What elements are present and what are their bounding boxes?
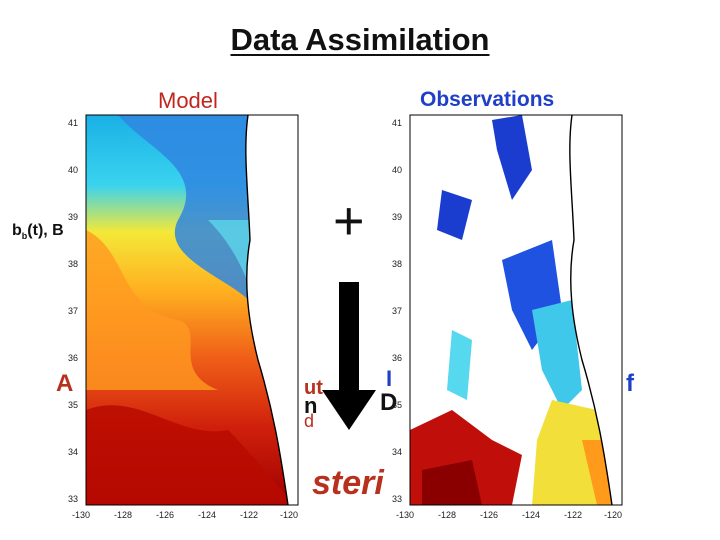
model-x-tick: -130 — [72, 510, 90, 520]
obs-y-tick: 35 — [392, 400, 402, 410]
model-x-tick: -122 — [240, 510, 258, 520]
model-y-tick: 37 — [68, 306, 78, 316]
model-y-tick: 39 — [68, 212, 78, 222]
obs-cyan-band — [532, 300, 582, 410]
obs-coastline — [569, 115, 613, 505]
posterior-fragment: steri — [312, 464, 384, 502]
obs-x-tick: -126 — [480, 510, 498, 520]
obs-x-tick: -120 — [604, 510, 622, 520]
observations-map: 41 40 39 38 37 36 35 34 33 -130 -128 -12… — [392, 114, 623, 520]
model-warm-tongue — [86, 230, 218, 390]
model-map: 41 40 39 38 37 36 35 34 33 -130 -128 -12… — [68, 114, 299, 520]
obs-y-tick: 34 — [392, 447, 402, 457]
model-y-tick: 34 — [68, 447, 78, 457]
obs-blue-patch — [492, 115, 532, 200]
model-coastline — [245, 115, 289, 505]
fragment-ut: ut — [304, 377, 323, 399]
obs-y-axis: 41 40 39 38 37 36 35 34 33 — [392, 118, 402, 504]
obs-y-tick: 38 — [392, 259, 402, 269]
obs-cyan-band — [447, 330, 472, 400]
obs-x-tick: -124 — [522, 510, 540, 520]
model-x-tick: -124 — [198, 510, 216, 520]
fragment-n: n — [304, 393, 318, 418]
model-land-mask — [245, 115, 298, 505]
model-y-tick: 41 — [68, 118, 78, 128]
slide-title: Data Assimilation — [230, 22, 490, 57]
obs-y-tick: 33 — [392, 494, 402, 504]
observations-label: Observations — [420, 88, 555, 111]
model-x-tick: -126 — [156, 510, 174, 520]
obs-y-tick: 37 — [392, 306, 402, 316]
obs-land-mask — [569, 115, 622, 505]
obs-x-tick: -130 — [396, 510, 414, 520]
obs-x-tick: -128 — [438, 510, 456, 520]
model-y-tick: 33 — [68, 494, 78, 504]
model-y-axis: 41 40 39 38 37 36 35 34 33 — [68, 118, 78, 504]
down-arrow — [322, 282, 376, 430]
obs-y-tick: 36 — [392, 353, 402, 363]
fragment-blue: I — [386, 366, 393, 391]
model-y-tick: 36 — [68, 353, 78, 363]
obs-blue-patch — [437, 190, 472, 240]
model-x-tick: -120 — [280, 510, 298, 520]
arrow-head — [322, 390, 376, 430]
fragment-d: D — [380, 389, 398, 416]
model-y-tick: 35 — [68, 400, 78, 410]
plus-sign: + — [333, 191, 365, 251]
obs-dark-red-patch — [422, 460, 482, 505]
fragment-a: A — [56, 370, 74, 397]
fragment-f: f — [626, 370, 634, 397]
background-state-label: bb(t), B — [12, 222, 64, 242]
model-hot-core — [86, 405, 298, 505]
model-y-tick: 38 — [68, 259, 78, 269]
model-x-axis: -130 -128 -126 -124 -122 -120 — [72, 510, 298, 520]
model-label: Model — [158, 88, 218, 113]
obs-y-tick: 39 — [392, 212, 402, 222]
obs-x-axis: -130 -128 -126 -124 -122 -120 — [396, 510, 622, 520]
fragment-d-small: d — [304, 411, 315, 431]
obs-x-tick: -122 — [564, 510, 582, 520]
model-y-tick: 40 — [68, 165, 78, 175]
model-x-tick: -128 — [114, 510, 132, 520]
obs-y-tick: 41 — [392, 118, 402, 128]
obs-y-tick: 40 — [392, 165, 402, 175]
arrow-shaft — [339, 282, 359, 392]
